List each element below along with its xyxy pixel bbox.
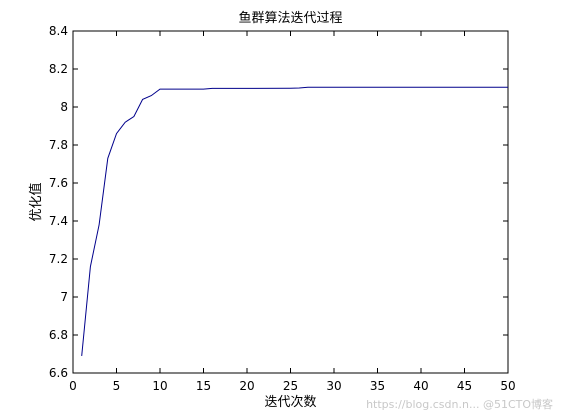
y-tick-label: 7 [60, 290, 68, 304]
x-tick-label: 10 [152, 379, 167, 393]
x-tick-label: 40 [413, 379, 428, 393]
plot-area: 0 5 10 15 20 25 30 35 40 45 50 6.6 6.8 7 7.2 7.4 7.6 7.8… [49, 24, 516, 393]
x-axis-label: 迭代次数 [264, 394, 316, 410]
x-tick-label: 15 [196, 379, 211, 393]
x-tick-label: 30 [326, 379, 341, 393]
x-tick-label: 45 [457, 379, 472, 393]
plot-frame [72, 30, 509, 374]
x-axis: 0 5 10 15 20 25 30 35 40 45 50 [69, 31, 516, 393]
series-line [81, 86, 508, 356]
x-tick-label: 20 [239, 379, 254, 393]
x-tick-label: 5 [113, 379, 121, 393]
y-tick-label: 8 [60, 100, 68, 114]
y-axis-label: 优化值 [28, 182, 44, 221]
x-tick-label: 0 [69, 379, 77, 393]
x-tick-label: 50 [500, 379, 515, 393]
x-tick-label: 25 [283, 379, 298, 393]
y-tick-label: 6.8 [49, 328, 68, 342]
watermark: https://blog.csdn.n... @51CTO博客 [366, 397, 553, 411]
y-tick-label: 8.2 [49, 62, 68, 76]
y-tick-label: 6.6 [49, 366, 68, 380]
y-tick-label: 7.8 [49, 138, 68, 152]
chart-title: 鱼群算法迭代过程 [238, 10, 342, 26]
y-tick-label: 7.6 [49, 176, 68, 190]
y-axis: 6.6 6.8 7 7.2 7.4 7.6 7.8 8 8.2 8.4 [49, 24, 508, 380]
y-tick-label: 8.4 [49, 24, 68, 38]
x-tick-label: 35 [370, 379, 385, 393]
y-tick-label: 7.4 [49, 214, 68, 228]
y-tick-label: 7.2 [49, 252, 68, 266]
